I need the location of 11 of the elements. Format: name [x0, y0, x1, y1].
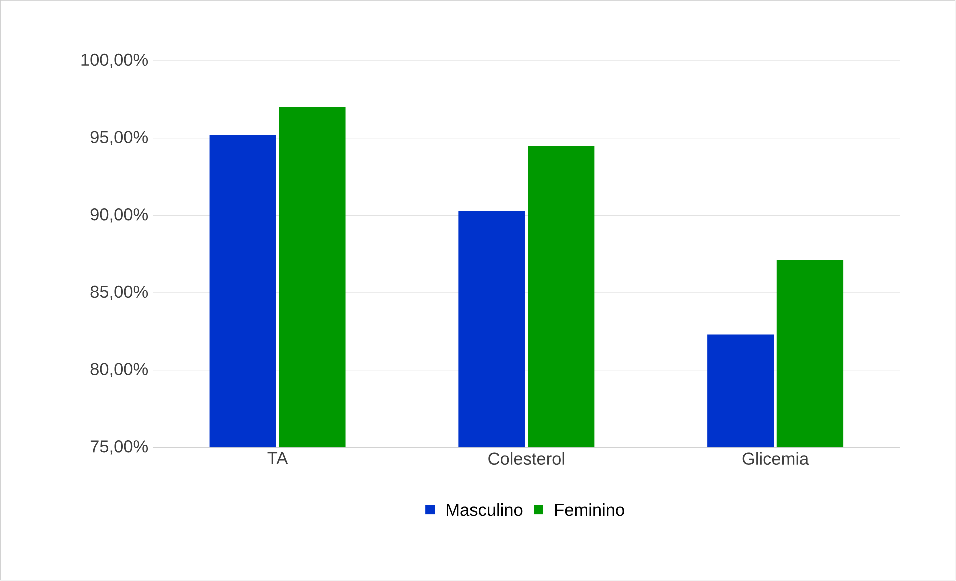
- y-tick-label: 75,00%: [90, 440, 148, 455]
- x-tick-label: Colesterol: [488, 452, 564, 466]
- y-tick-label: 95,00%: [90, 131, 148, 146]
- legend-label: Feminino: [556, 504, 624, 516]
- x-tick-label: TA: [268, 452, 288, 464]
- y-tick-label: 100,00%: [82, 54, 148, 68]
- y-tick-label: 80,00%: [90, 363, 148, 378]
- x-tick-label: Glicemia: [742, 452, 810, 466]
- y-tick-label: 85,00%: [90, 286, 148, 300]
- legend-label: Masculino: [447, 504, 523, 516]
- y-tick-label: 90,00%: [90, 208, 148, 223]
